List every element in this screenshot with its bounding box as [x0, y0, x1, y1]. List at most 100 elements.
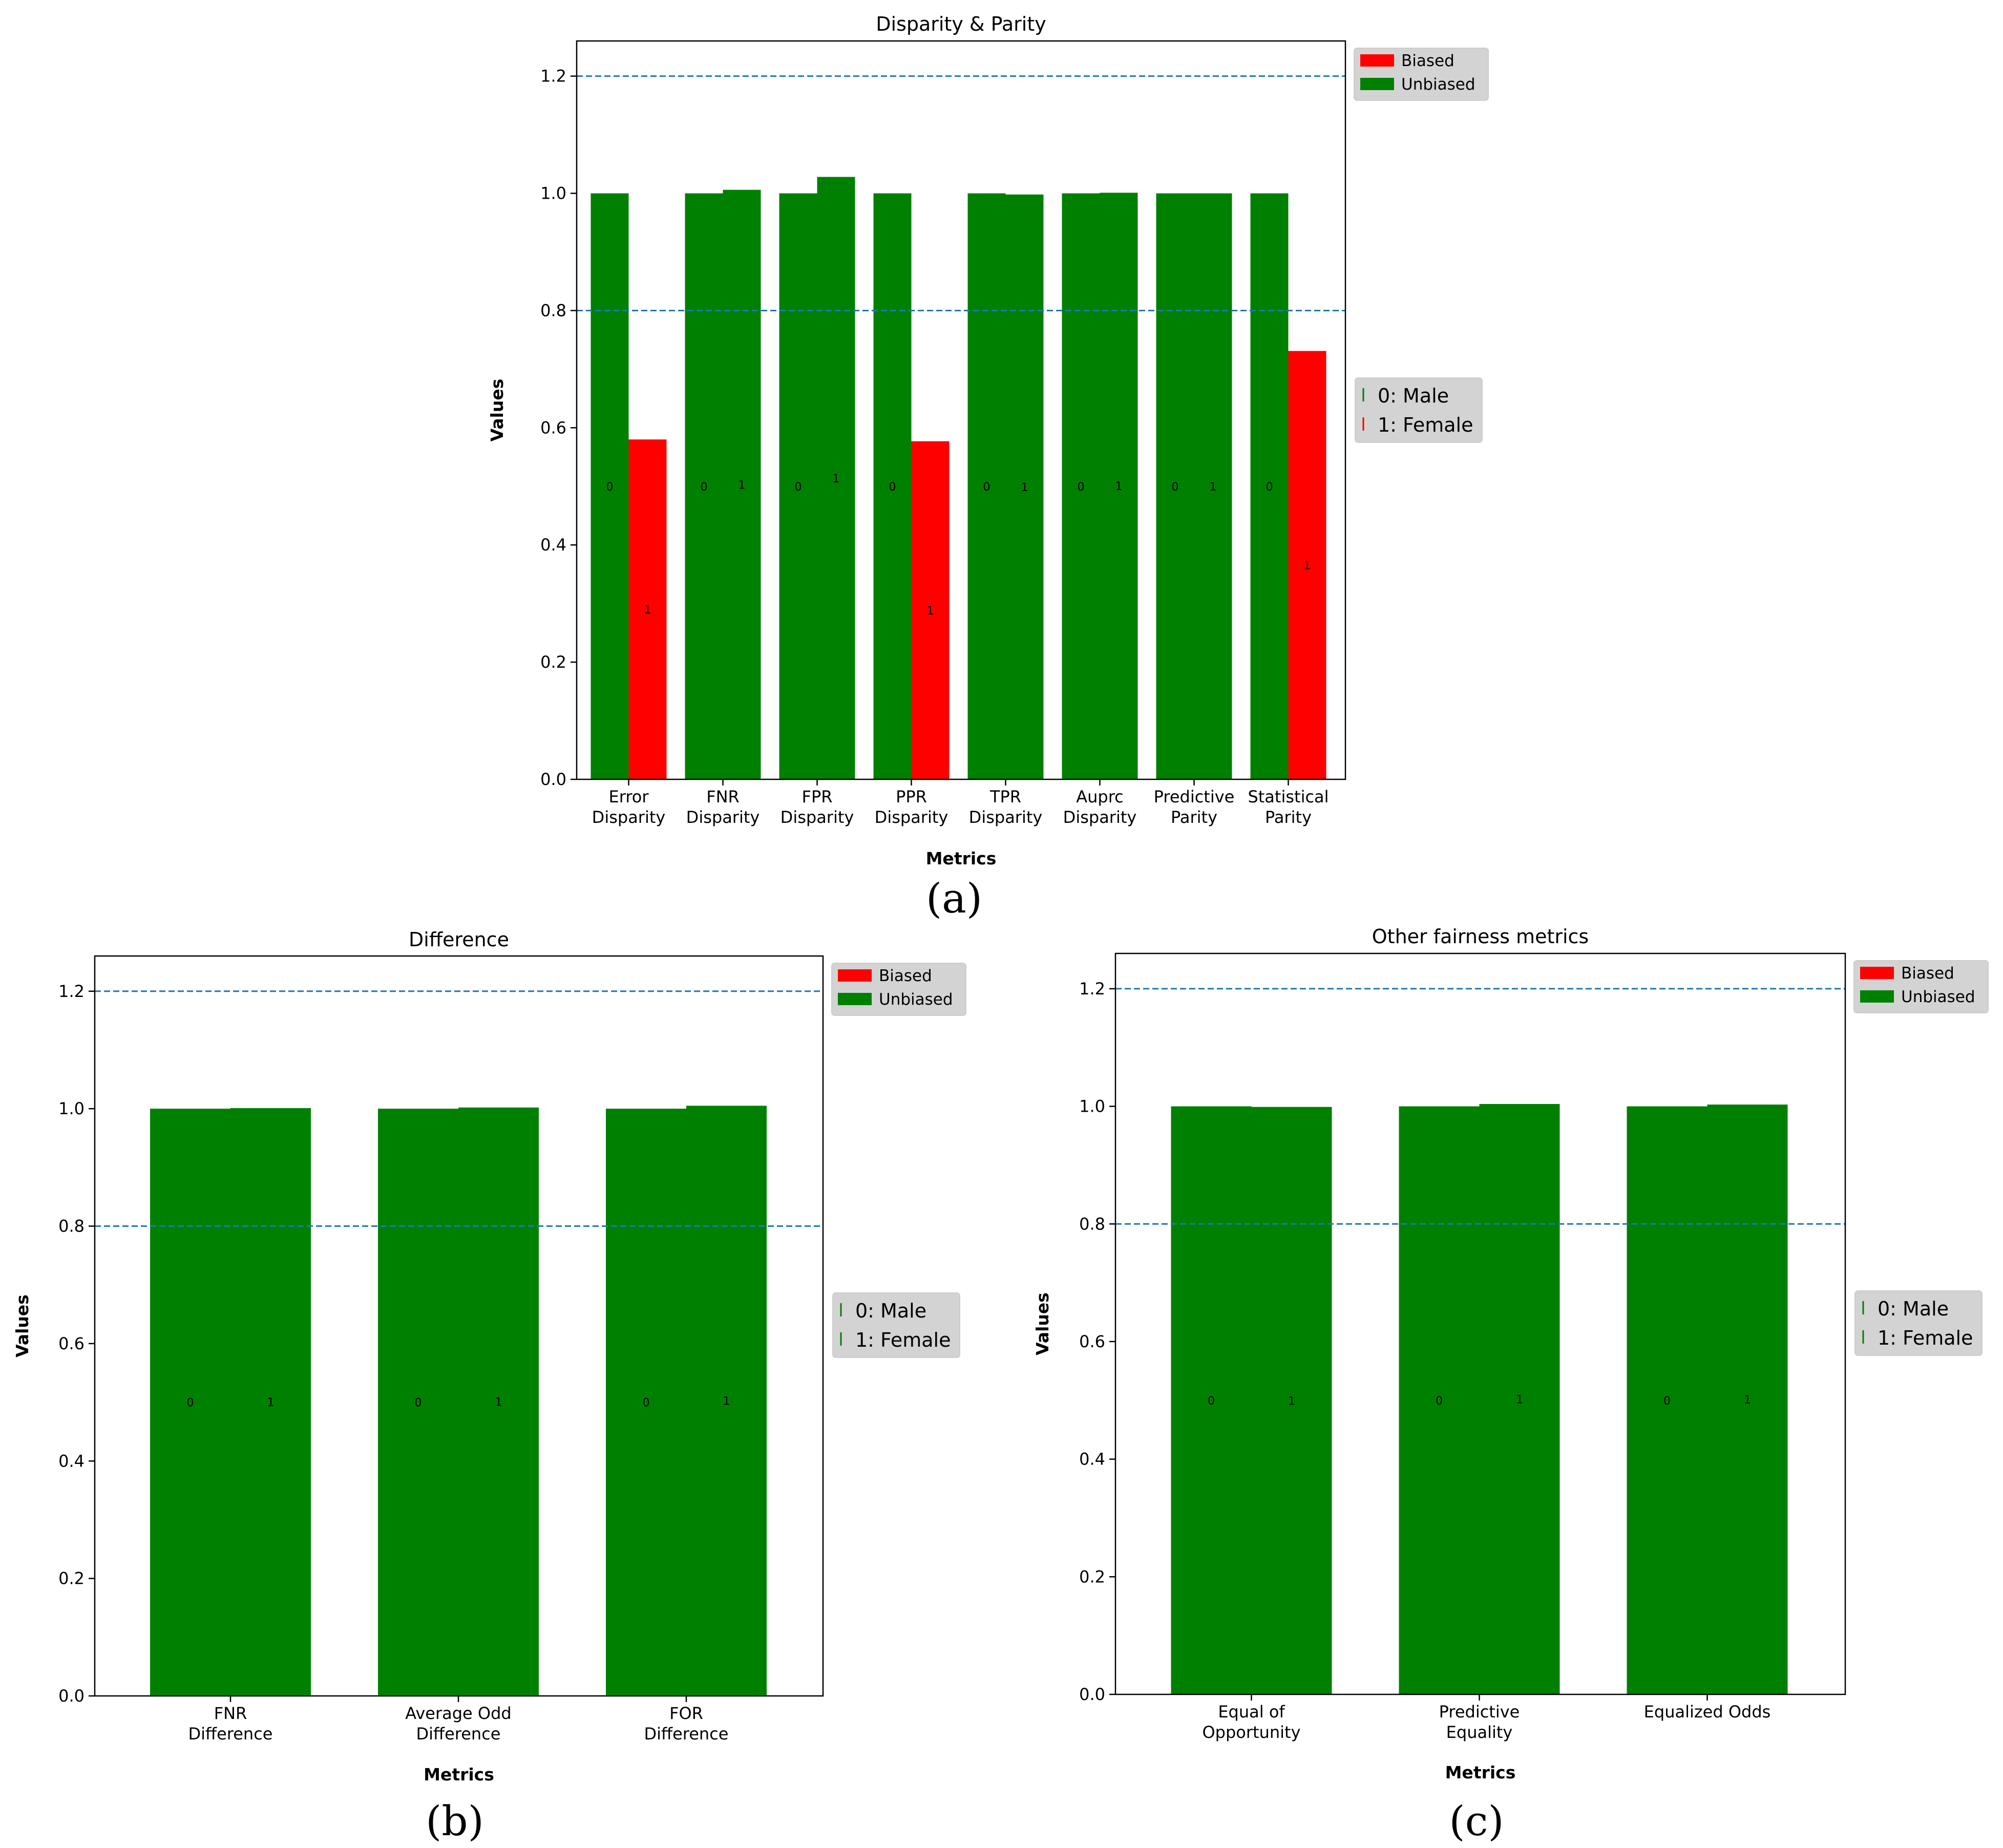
y-tick-label: 1.2	[58, 982, 85, 1001]
y-axis-label: Values	[12, 1294, 32, 1357]
bar-label: 0	[1266, 481, 1273, 494]
y-axis-label: Values	[1032, 1292, 1052, 1355]
bar-label: 1	[1744, 1394, 1751, 1407]
bar-group1	[1005, 194, 1044, 779]
bar-group1	[1251, 1107, 1332, 1694]
bar-group0	[606, 1109, 686, 1696]
unbiased-swatch	[1860, 990, 1894, 1003]
bar-label: 1	[739, 479, 746, 492]
y-tick-label: 0.0	[540, 770, 566, 789]
bar-group1	[686, 1106, 767, 1696]
group-legend	[1355, 377, 1483, 443]
bar-group1	[1100, 193, 1138, 779]
group-legend-label: 1: Female	[1878, 1327, 1973, 1349]
bar-group0	[1399, 1106, 1480, 1694]
x-tick-label: Difference	[644, 1724, 729, 1744]
x-tick-label: FPR	[802, 787, 833, 806]
bias-legend-label: Unbiased	[1901, 988, 1975, 1006]
panel-caption: (c)	[1449, 1797, 1504, 1845]
x-tick-label: Equality	[1446, 1723, 1513, 1742]
bar-group0	[967, 193, 1006, 779]
bar-group1	[723, 189, 761, 779]
x-tick-label: Disparity	[686, 808, 760, 827]
chart-title: Disparity & Parity	[876, 13, 1046, 35]
x-tick-label: FOR	[669, 1704, 703, 1723]
bar-label: 0	[983, 481, 990, 494]
bar-group0	[1250, 193, 1289, 779]
bar-label: 0	[643, 1397, 650, 1410]
bar-group0	[1062, 193, 1100, 779]
unbiased-swatch	[838, 993, 872, 1005]
x-tick-label: Disparity	[781, 808, 854, 827]
bar-label: 0	[795, 481, 802, 494]
bar-group1	[1288, 351, 1326, 779]
bar-label: 0	[889, 481, 896, 494]
x-tick-label: Disparity	[969, 808, 1043, 827]
bias-legend-label: Unbiased	[1401, 75, 1475, 94]
y-tick-label: 1.2	[1079, 979, 1105, 999]
y-tick-label: 0.6	[1079, 1332, 1105, 1351]
bar-label: 1	[723, 1395, 730, 1408]
biased-swatch	[1860, 967, 1894, 979]
bar-group1	[1707, 1104, 1788, 1694]
biased-swatch	[1360, 54, 1394, 67]
y-tick-label: 0.2	[540, 652, 566, 672]
bar-label: 1	[1304, 560, 1311, 572]
bar-label: 0	[1436, 1395, 1443, 1408]
bar-group1	[1479, 1103, 1560, 1694]
group-legend-label: 0: Male	[1378, 385, 1449, 407]
x-tick-label: FNR	[214, 1704, 247, 1723]
y-tick-label: 0.0	[1079, 1685, 1105, 1704]
bar-label: 1	[644, 604, 651, 617]
y-tick-label: 0.8	[58, 1217, 85, 1236]
x-tick-label: FNR	[706, 787, 740, 806]
bar-group1	[230, 1108, 311, 1696]
bar-group0	[1627, 1106, 1707, 1694]
y-tick-label: 0.8	[540, 301, 566, 320]
bar-label: 1	[1021, 481, 1028, 494]
chart-panel-1: 0 1 0 1 0 10.00.20.40.60.81.01.2FNRDifference…	[12, 928, 966, 1845]
bar-group0	[150, 1109, 230, 1696]
x-tick-label: Opportunity	[1202, 1723, 1300, 1742]
bar-group1	[458, 1107, 539, 1696]
bar-label: 1	[833, 473, 840, 485]
bar-label: 0	[1172, 481, 1179, 494]
panel-caption: (b)	[426, 1797, 484, 1845]
y-tick-label: 0.2	[58, 1569, 85, 1588]
bar-label: 0	[187, 1397, 194, 1410]
group-legend-label: 1: Female	[1378, 414, 1473, 436]
y-tick-label: 1.0	[58, 1099, 85, 1118]
bar-label: 1	[495, 1396, 502, 1409]
x-tick-label: Disparity	[1063, 808, 1137, 827]
bar-label: 0	[701, 481, 708, 494]
bar-group0	[873, 193, 912, 779]
x-tick-label: Disparity	[875, 808, 948, 827]
y-tick-label: 0.4	[1079, 1450, 1105, 1469]
x-tick-label: Equalized Odds	[1644, 1702, 1771, 1722]
x-tick-label: Parity	[1265, 808, 1312, 827]
bar-label: 1	[267, 1396, 275, 1409]
bar-group0	[779, 193, 817, 779]
chart-panel-0: 0 1 0 1 0 1 0 1 0 1 0 1 0 1 0 1 0.0 0.2 0.4 0.6 0.8 1.0 1.2 Err…	[487, 13, 1489, 922]
x-axis-label: Metrics	[424, 1765, 494, 1785]
bar-group1	[628, 439, 667, 779]
x-tick-label: Equal of	[1218, 1702, 1285, 1722]
y-tick-label: 1.0	[1079, 1097, 1105, 1116]
x-tick-label: Difference	[416, 1724, 501, 1744]
y-tick-label: 0.6	[58, 1334, 85, 1353]
chart-title: Difference	[409, 928, 509, 951]
bar-group0	[1171, 1106, 1252, 1694]
bias-legend-label: Unbiased	[879, 990, 953, 1009]
bias-legend-label: Biased	[879, 967, 932, 985]
group-legend-label: 0: Male	[1878, 1298, 1949, 1320]
bar-group0	[685, 193, 723, 779]
bar-label: 1	[927, 605, 934, 618]
x-tick-label: PPR	[896, 787, 927, 806]
chart-panel-2: 0 1 0 1 0 1 0.0 0.2 0.4 0.6 0.8 1.0 1.2 Equal ofOppor…	[1032, 925, 1989, 1845]
y-tick-label: 0.4	[540, 535, 566, 555]
y-axis-label: Values	[487, 379, 507, 442]
bar-label: 1	[1288, 1395, 1295, 1408]
plot-frame	[1114, 952, 1846, 1695]
x-tick-label: Error	[609, 787, 649, 806]
